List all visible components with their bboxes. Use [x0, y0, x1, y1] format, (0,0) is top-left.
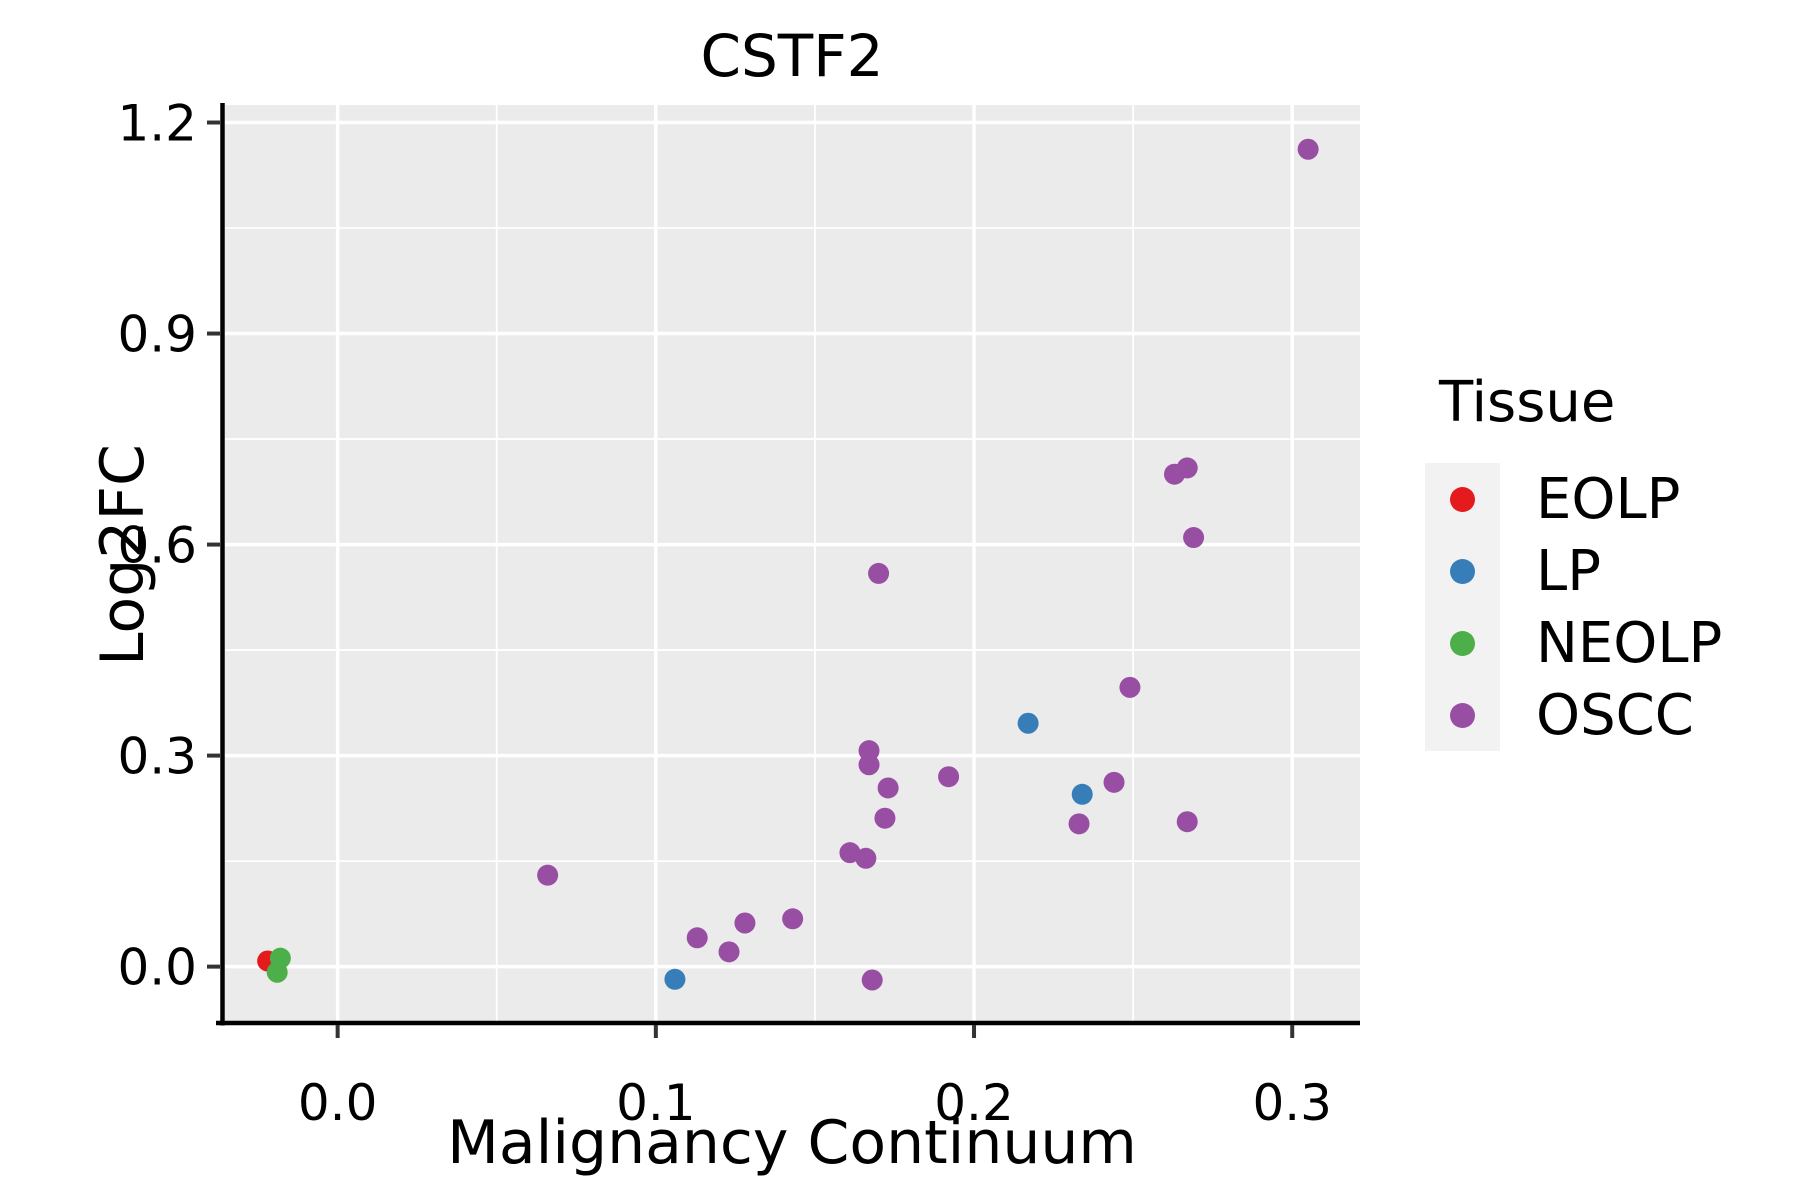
- oscc-data-point: [855, 847, 877, 869]
- y-tick-label: 0.6: [117, 517, 197, 575]
- oscc-data-point: [858, 754, 880, 776]
- legend-label-neolp: NEOLP: [1536, 610, 1723, 676]
- y-tick-label: 0.0: [117, 939, 197, 997]
- oscc-data-point: [1176, 457, 1198, 479]
- oscc-data-point: [861, 969, 883, 991]
- y-tick-label: 1.2: [117, 95, 197, 153]
- oscc-data-point: [874, 807, 896, 829]
- oscc-data-point: [1119, 676, 1141, 698]
- legend-title: Tissue: [1439, 370, 1616, 435]
- oscc-data-point: [839, 842, 861, 864]
- legend-key: [1425, 679, 1500, 751]
- oscc-data-point: [1297, 138, 1319, 160]
- panel-background: [225, 105, 1360, 1021]
- plot-title: CSTF2: [700, 22, 884, 90]
- legend: Tissue EOLP LP NEOLP: [1425, 370, 1795, 751]
- legend-label-lp: LP: [1536, 538, 1601, 604]
- oscc-dot-icon: [1450, 702, 1475, 728]
- tick-labels: 0.0 0.1 0.2 0.3 0.0 0.3 0.6 0.9 1.2: [117, 95, 1332, 1132]
- x-tick-label: 0.3: [1252, 1074, 1332, 1132]
- axis-lines: [216, 103, 1360, 1026]
- lp-data-point: [1017, 712, 1039, 734]
- tick-marks: [207, 120, 1295, 1038]
- y-axis-title: Log2FC: [87, 444, 158, 666]
- legend-entry-eolp: EOLP: [1425, 463, 1795, 535]
- lp-data-point: [664, 968, 686, 990]
- oscc-data-point: [686, 927, 708, 949]
- legend-label-oscc: OSCC: [1536, 682, 1694, 748]
- oscc-data-point: [537, 864, 559, 886]
- y-tick-label: 0.9: [117, 306, 197, 364]
- major-gridlines: [225, 105, 1360, 1021]
- plot-panel: [225, 105, 1360, 1021]
- oscc-data-point: [782, 908, 804, 930]
- x-tick-label: 0.1: [616, 1074, 696, 1132]
- oscc-data-point: [734, 912, 756, 934]
- data-points: [257, 138, 1319, 991]
- x-axis-title: Malignancy Continuum: [447, 1108, 1137, 1178]
- eolp-dot-icon: [1450, 486, 1475, 512]
- legend-entry-oscc: OSCC: [1425, 679, 1795, 751]
- oscc-data-point: [1068, 813, 1090, 835]
- x-tick-label: 0.2: [934, 1074, 1014, 1132]
- oscc-data-point: [877, 777, 899, 799]
- oscc-data-point: [1176, 811, 1198, 833]
- oscc-data-point: [718, 941, 740, 963]
- legend-label-eolp: EOLP: [1536, 466, 1681, 532]
- neolp-dot-icon: [1450, 630, 1475, 656]
- legend-key: [1425, 607, 1500, 679]
- minor-gridlines: [225, 105, 1360, 1021]
- oscc-data-point: [938, 766, 960, 788]
- lp-data-point: [1071, 783, 1093, 805]
- legend-entries: EOLP LP NEOLP OSCC: [1425, 463, 1795, 751]
- neolp-data-point: [266, 961, 288, 983]
- oscc-data-point: [1183, 527, 1205, 549]
- lp-dot-icon: [1450, 558, 1475, 584]
- y-tick-label: 0.3: [117, 728, 197, 786]
- legend-key: [1425, 535, 1500, 607]
- x-tick-label: 0.0: [298, 1074, 378, 1132]
- oscc-data-point: [868, 562, 890, 584]
- legend-entry-lp: LP: [1425, 535, 1795, 607]
- legend-key: [1425, 463, 1500, 535]
- legend-entry-neolp: NEOLP: [1425, 607, 1795, 679]
- oscc-data-point: [1103, 771, 1125, 793]
